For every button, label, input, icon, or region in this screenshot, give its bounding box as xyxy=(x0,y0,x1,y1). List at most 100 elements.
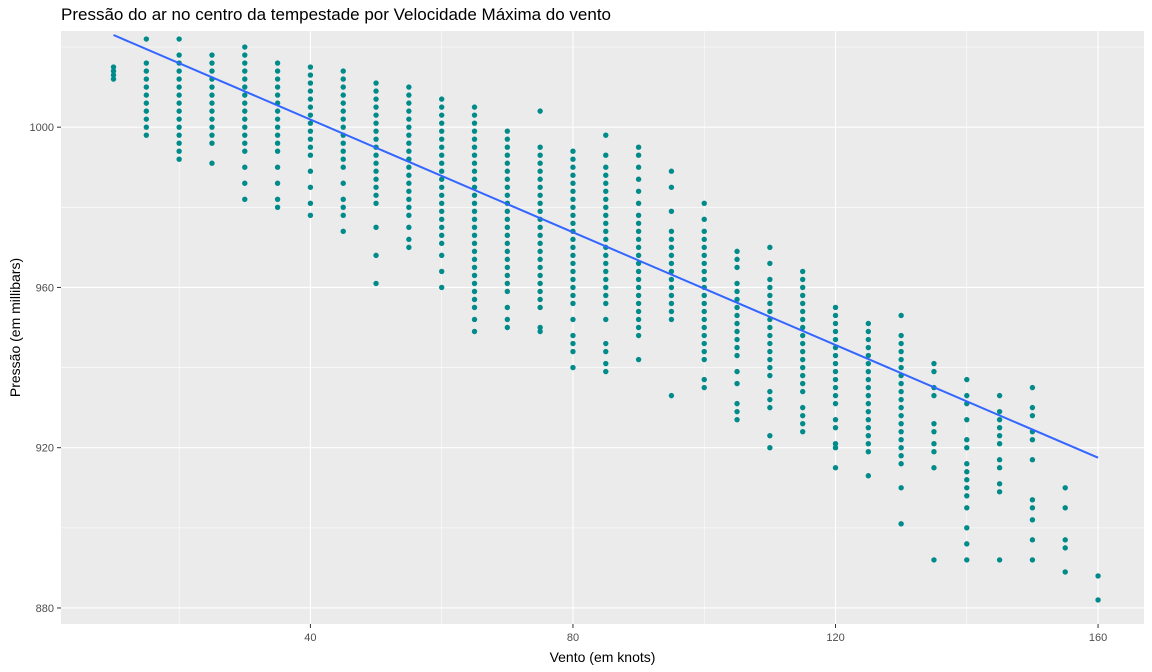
scatter-point xyxy=(537,224,543,231)
y-tick-label: 1000 xyxy=(30,122,54,134)
scatter-point xyxy=(832,392,839,399)
scatter-point xyxy=(767,292,773,299)
scatter-point xyxy=(242,44,248,50)
scatter-point xyxy=(799,348,806,355)
scatter-point xyxy=(832,384,839,391)
scatter-point xyxy=(734,400,740,407)
scatter-point xyxy=(832,328,839,335)
scatter-point xyxy=(734,380,740,387)
scatter-point xyxy=(767,372,773,379)
scatter-point xyxy=(734,416,740,423)
scatter-point xyxy=(143,84,150,90)
scatter-point xyxy=(799,372,806,379)
scatter-point xyxy=(832,352,839,359)
scatter-point xyxy=(898,380,904,387)
scatter-point xyxy=(701,292,707,299)
scatter-point xyxy=(504,184,511,190)
scatter-point xyxy=(668,276,675,283)
scatter-point xyxy=(701,244,707,251)
scatter-point xyxy=(406,164,412,170)
scatter-point xyxy=(701,276,707,283)
scatter-point xyxy=(242,92,248,98)
scatter-point xyxy=(242,68,248,74)
scatter-point xyxy=(537,280,543,287)
scatter-point xyxy=(471,316,478,323)
scatter-point xyxy=(1029,505,1036,511)
scatter-point xyxy=(603,204,609,210)
scatter-point xyxy=(504,304,511,311)
scatter-point xyxy=(898,436,904,443)
scatter-point xyxy=(438,176,445,182)
scatter-point xyxy=(340,108,346,114)
scatter-point xyxy=(373,128,379,134)
scatter-point xyxy=(274,76,281,82)
scatter-point xyxy=(635,164,642,170)
scatter-point xyxy=(1029,412,1036,419)
scatter-point xyxy=(635,284,642,291)
scatter-point xyxy=(307,136,314,142)
scatter-point xyxy=(799,364,806,371)
scatter-point xyxy=(701,300,707,307)
x-tick-label: 160 xyxy=(1089,632,1107,644)
scatter-point xyxy=(964,469,970,475)
scatter-point xyxy=(504,264,511,271)
scatter-point xyxy=(865,424,872,431)
axis-ticks: 40 80 120 160 880 920 960 1000 xyxy=(30,122,1108,644)
scatter-point xyxy=(242,124,248,130)
scatter-point xyxy=(143,124,150,130)
scatter-point xyxy=(176,148,182,154)
scatter-point xyxy=(340,196,346,202)
scatter-point xyxy=(340,228,346,235)
scatter-point xyxy=(471,232,478,239)
scatter-point xyxy=(209,60,215,66)
scatter-point xyxy=(537,304,543,311)
scatter-point xyxy=(373,160,379,166)
scatter-point xyxy=(438,136,445,142)
scatter-point xyxy=(242,100,248,106)
scatter-point xyxy=(996,432,1003,439)
scatter-point xyxy=(537,248,543,255)
scatter-point xyxy=(767,260,773,267)
scatter-point xyxy=(734,304,740,311)
scatter-point xyxy=(340,100,346,106)
scatter-point xyxy=(438,96,445,102)
scatter-point xyxy=(176,52,182,58)
scatter-point xyxy=(1062,569,1068,575)
scatter-point xyxy=(570,148,576,154)
scatter-point xyxy=(603,260,609,267)
scatter-point xyxy=(964,525,970,531)
scatter-point xyxy=(635,268,642,275)
scatter-point xyxy=(504,176,511,182)
scatter-point xyxy=(570,244,576,251)
scatter-point xyxy=(767,332,773,339)
scatter-point xyxy=(471,264,478,271)
scatter-point xyxy=(242,52,248,58)
scatter-point xyxy=(274,92,281,98)
scatter-point xyxy=(537,296,543,303)
scatter-point xyxy=(537,176,543,182)
scatter-point xyxy=(274,132,281,138)
scatter-point xyxy=(274,116,281,122)
scatter-point xyxy=(438,192,445,198)
scatter-point xyxy=(635,356,642,363)
scatter-point xyxy=(603,268,609,275)
scatter-point xyxy=(931,557,937,563)
scatter-point xyxy=(176,68,182,74)
scatter-point xyxy=(274,204,281,210)
scatter-point xyxy=(767,445,773,451)
scatter-point xyxy=(307,120,314,126)
scatter-point xyxy=(898,412,904,419)
scatter-point xyxy=(570,196,576,202)
scatter-point xyxy=(274,84,281,90)
scatter-point xyxy=(209,100,215,106)
scatter-point xyxy=(668,236,675,243)
scatter-point xyxy=(603,164,609,170)
scatter-point xyxy=(373,88,379,94)
scatter-point xyxy=(635,324,642,331)
scatter-point xyxy=(668,300,675,307)
scatter-point xyxy=(406,124,412,130)
scatter-point xyxy=(898,445,904,451)
scatter-point xyxy=(570,332,576,339)
scatter-point xyxy=(603,152,609,158)
scatter-point xyxy=(603,292,609,299)
